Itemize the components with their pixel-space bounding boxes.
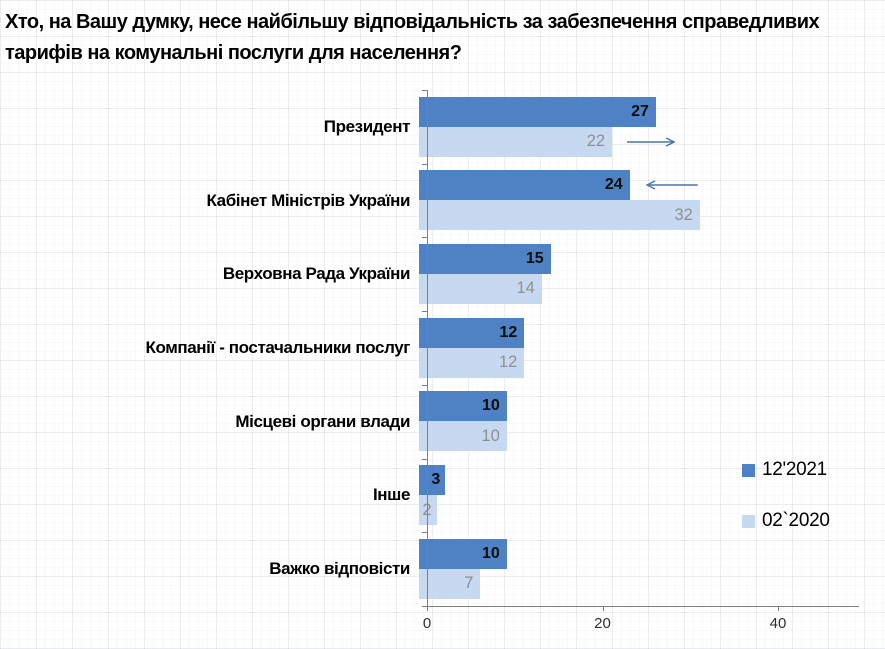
category-label: Кабінет Міністрів України [206,190,410,210]
category-tick [422,384,427,386]
value-axis-line [422,606,859,607]
page-title-line-1: Хто, на Вашу думку, несе найбільшу відпо… [5,11,820,33]
legend-label: 12'2021 [762,459,827,480]
bar-value-label: 22 [586,132,606,150]
bar-value-label: 14 [516,279,535,298]
bar-series-2020: 32 [419,200,700,231]
category-axis-line [427,90,428,607]
bar-series-2020: 14 [419,273,542,304]
bars-cell: 27 22 [419,90,858,164]
category-label: Верховна Рада України [222,264,411,284]
category-tick [422,237,427,239]
chart-row: Важко відповісти 10 7 [0,532,858,606]
category-label: Важко відповісти [269,559,410,579]
category-label: Місцеві органи влади [235,411,410,431]
bar-value-label: 12 [499,323,518,341]
category-tick [422,163,427,165]
bar-series-2021: 10 [419,538,507,569]
chart-row: Верховна Рада України 15 14 [0,237,858,311]
bar-value-label: 3 [431,471,441,489]
value-tick-label: 20 [594,615,611,632]
category-label: Президент [323,116,411,136]
legend-swatch-icon [742,514,755,528]
category-cell: Верховна Рада України [0,237,419,311]
bar-series-2020: 7 [419,568,481,599]
category-tick [422,458,427,460]
chart-row: Компанії - постачальники послуг 12 12 [0,311,858,385]
bars-cell: 15 14 [419,237,858,311]
bar-series-2021: 10 [419,391,507,422]
bars-cell: 10 7 [419,532,858,606]
bar-series-2021: 24 [419,170,630,201]
category-cell: Інше [0,459,419,533]
chart-row: Інше 3 2 [0,459,858,533]
bar-value-label: 10 [481,426,500,445]
bar-series-2020: 10 [419,421,507,452]
bar-series-2020: 22 [419,126,613,157]
legend-label: 02`2020 [762,510,830,531]
bar-value-label: 10 [481,397,500,415]
bars-cell: 24 32 [419,164,858,238]
value-tick [602,607,604,611]
value-tick [778,607,780,611]
value-tick-label: 40 [769,615,787,632]
bar-series-2021: 15 [419,243,551,274]
category-cell: Президент [0,90,419,164]
category-cell: Важко відповісти [0,532,419,606]
category-tick [422,532,427,534]
bar-series-2021: 12 [419,317,525,348]
legend-item: 02`2020 [742,510,830,532]
decrease-arrow-icon [645,179,699,191]
bar-series-2021: 3 [419,465,446,496]
bar-value-label: 12 [498,353,518,372]
bar-value-label: 10 [481,544,500,562]
bars-cell: 12 12 [419,311,858,385]
bar-value-label: 7 [464,574,474,593]
value-tick [427,607,428,611]
page-title-line-2: тарифів на комунальні послуги для населе… [5,42,462,64]
category-tick [422,606,427,607]
chart-row: Місцеві органи влади 10 10 [0,385,858,459]
chart-row: Президент 27 22 [0,90,858,164]
legend: 12'2021 02`2020 [742,459,830,561]
bar-series-2021: 27 [419,96,656,127]
legend-item: 12'2021 [742,459,830,481]
bar-series-2020: 12 [419,347,525,378]
bar-value-label: 32 [674,205,693,224]
bars-cell: 3 2 [419,459,858,533]
value-tick-label: 0 [422,615,432,632]
bar-value-label: 24 [604,176,623,194]
bar-value-label: 27 [631,102,649,120]
bar-value-label: 15 [525,249,544,267]
category-tick [422,90,427,91]
chart-row: Кабінет Міністрів України 24 32 [0,164,858,238]
category-label: Компанії - постачальники послуг [145,338,410,358]
category-tick [422,311,427,313]
category-cell: Кабінет Міністрів України [0,164,419,238]
category-label: Інше [372,485,410,505]
category-cell: Місцеві органи влади [0,385,419,459]
legend-swatch-icon [742,463,755,477]
increase-arrow-icon [626,136,676,148]
page-title: Хто, на Вашу думку, несе найбільшу відпо… [5,7,865,69]
bars-cell: 10 10 [419,385,858,459]
chart-rows: Президент 27 22 Кабінет Міністрів Україн… [0,90,858,606]
category-cell: Компанії - постачальники послуг [0,311,419,385]
bar-value-label: 2 [422,501,431,520]
